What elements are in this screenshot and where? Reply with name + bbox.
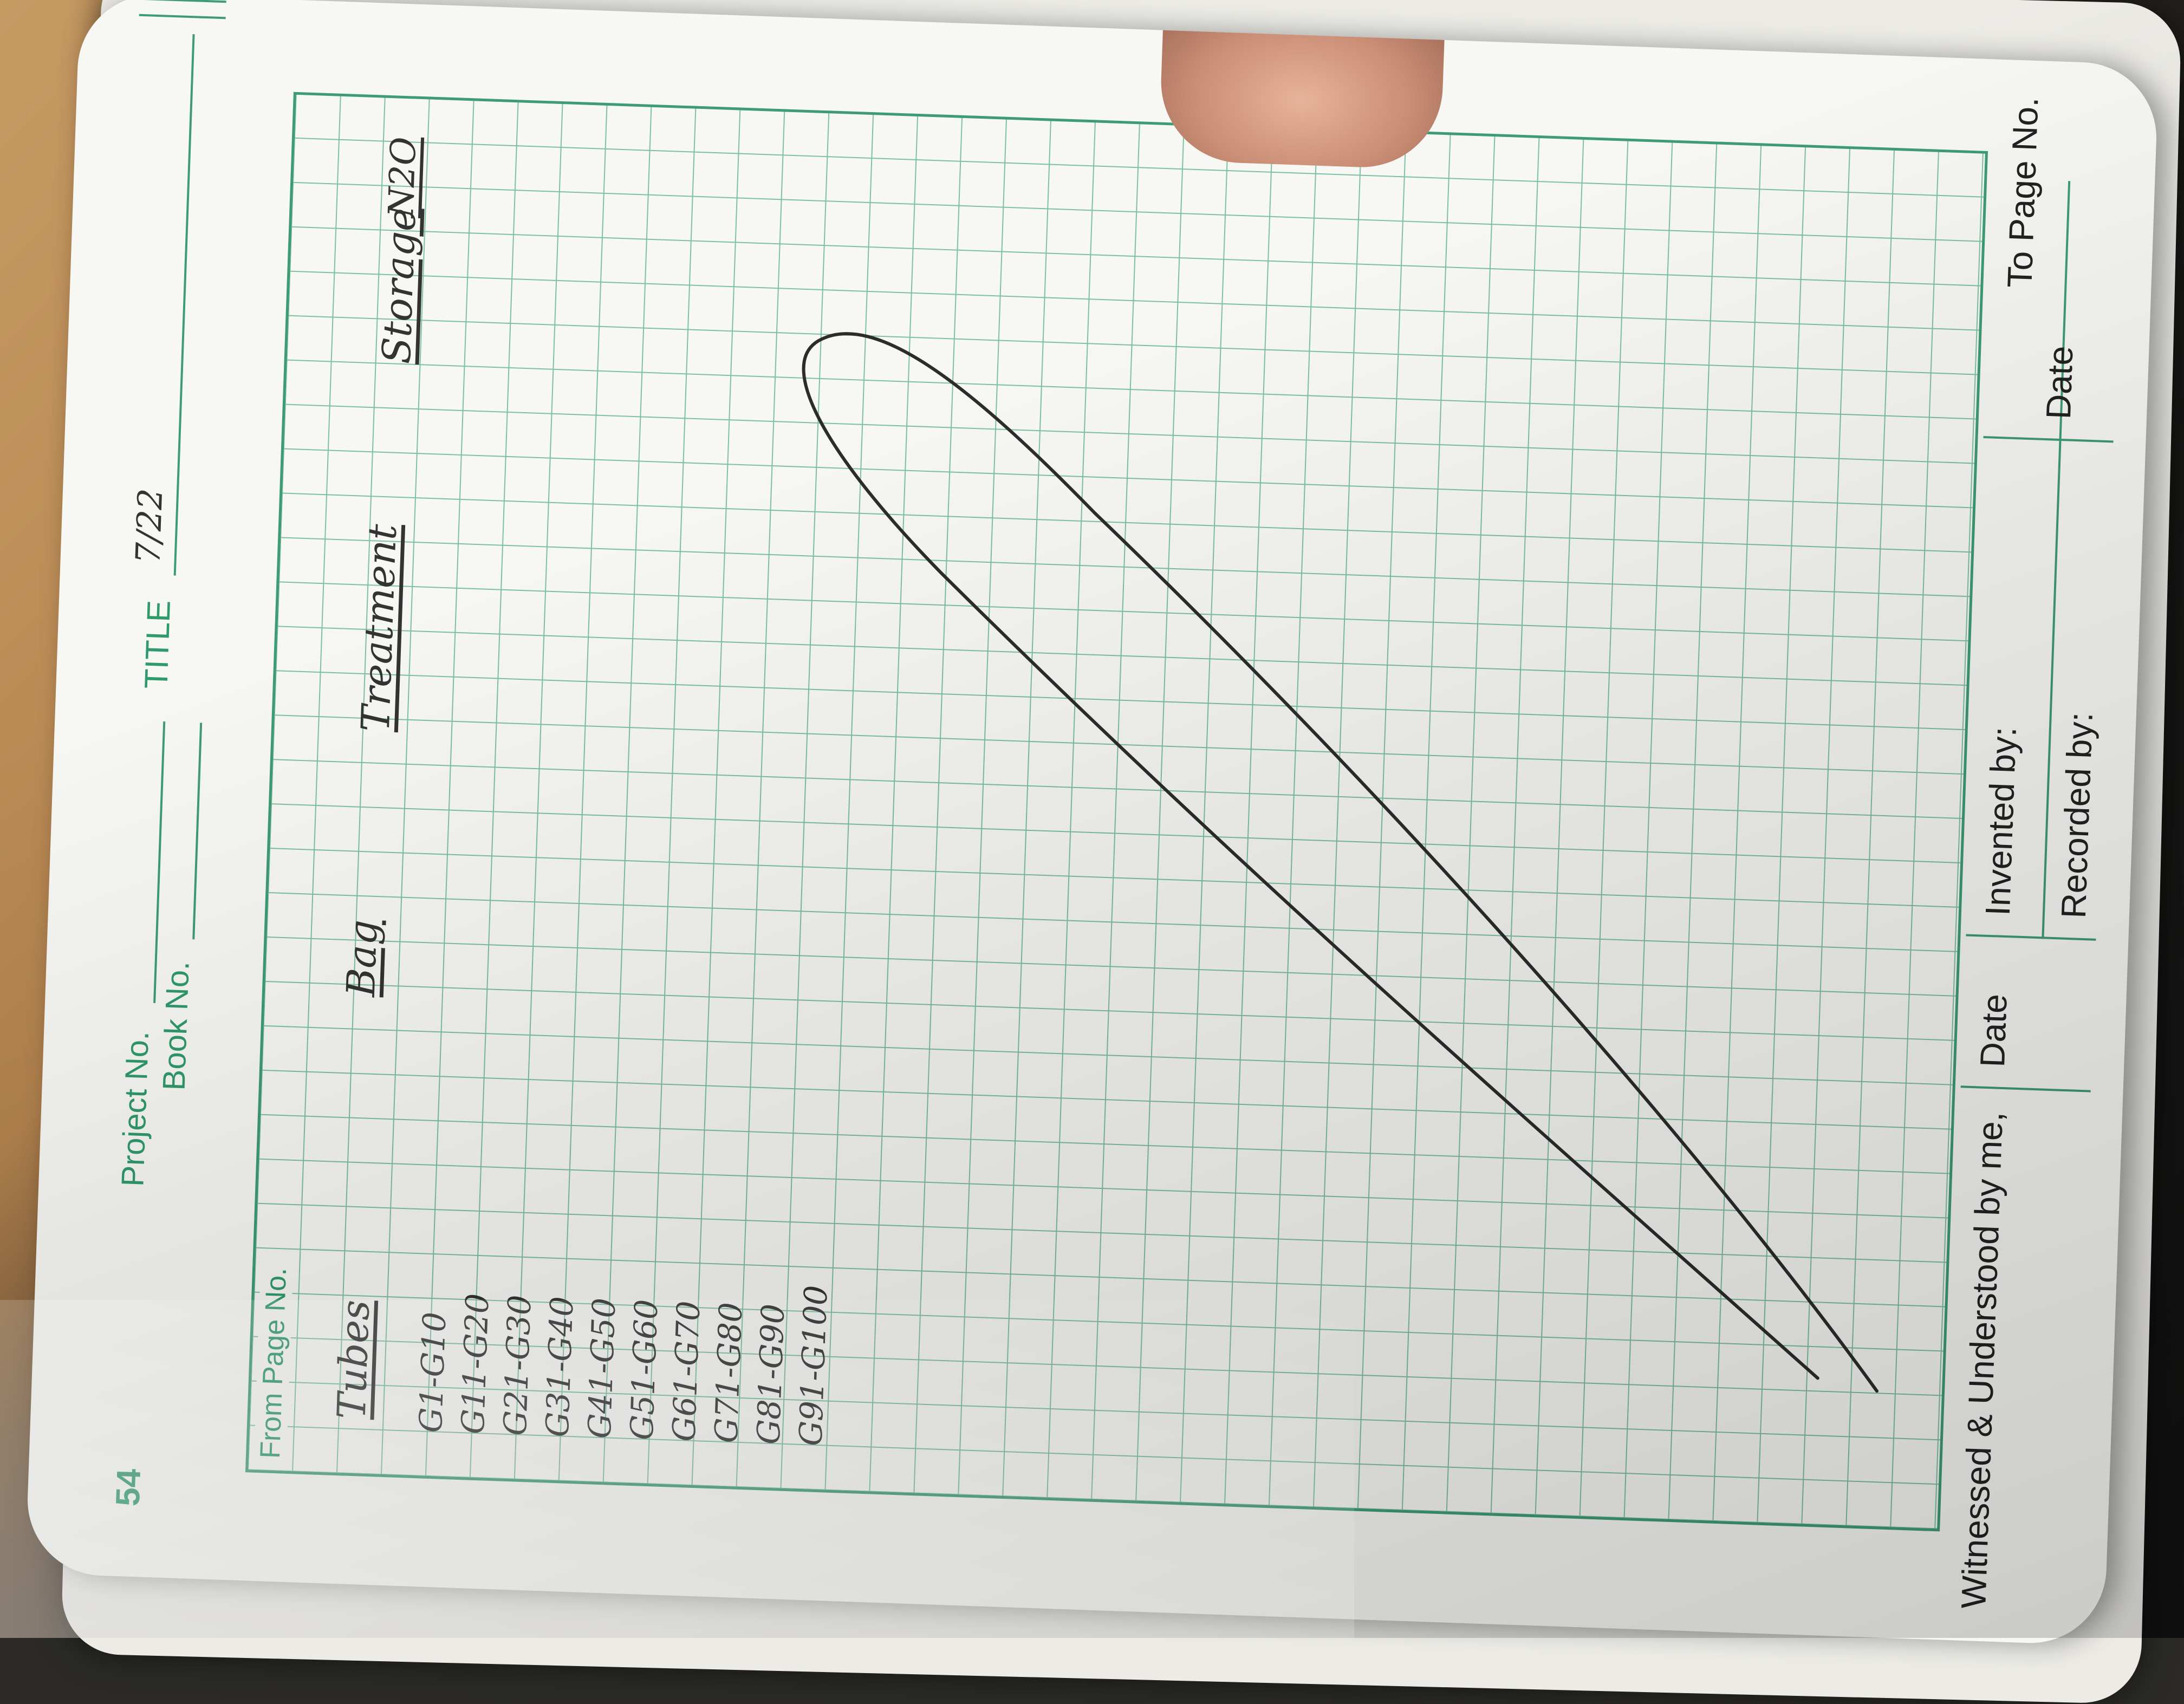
footer-divider-1	[1960, 1085, 2091, 1092]
notebook-page: 54 Project No. Book No. TITLE 7/22 From …	[25, 0, 2159, 1646]
header-tick-1	[139, 14, 226, 19]
book-no-label: Book No.	[156, 960, 196, 1091]
page-number: 54	[109, 1468, 148, 1507]
title-label: TITLE	[138, 600, 178, 690]
title-value: 7/22	[128, 487, 171, 565]
header-tick-2	[139, 0, 226, 3]
grid-area: From Page No. Tubes Bag Treatment Storag…	[245, 92, 1988, 1532]
to-page-label: To Page No.	[2000, 96, 2046, 289]
title-line	[173, 34, 195, 576]
recorded-by-label: Recorded by:	[2053, 711, 2100, 919]
witnessed-label: Witnessed & Understood by me,	[1954, 1111, 2011, 1609]
footer-divider-3	[1983, 436, 2114, 443]
cross-out-mark	[802, 332, 1879, 1393]
inventor-date-label: Date	[2038, 345, 2081, 420]
book-no-line	[192, 723, 203, 940]
witness-date-label: Date	[1973, 993, 2014, 1068]
footer-divider-2	[1966, 934, 2096, 941]
invented-by-label: Invented by:	[1978, 726, 2024, 916]
project-no-label: Project No.	[115, 1030, 156, 1187]
